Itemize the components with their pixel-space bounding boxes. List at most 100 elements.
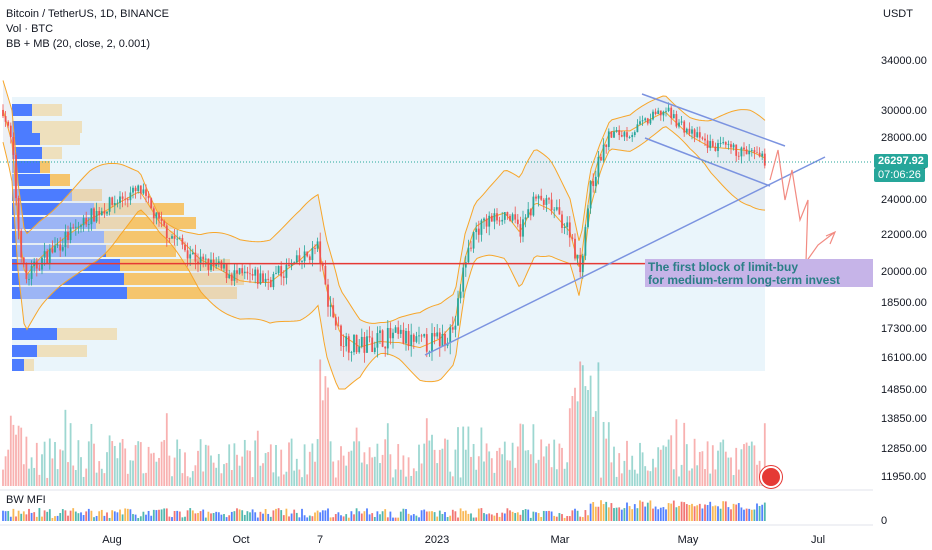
mfi-bar: [587, 515, 589, 521]
volume-bar: [535, 463, 537, 486]
volume-bar: [555, 469, 558, 486]
volume-bar: [524, 450, 527, 486]
candle: [537, 195, 540, 199]
candle: [693, 129, 696, 138]
y-tick-label: 34000.00: [881, 55, 927, 67]
candle: [418, 335, 420, 337]
volume-bar: [186, 476, 189, 486]
x-tick-label: Oct: [232, 534, 249, 546]
volume-bar: [223, 464, 225, 486]
mfi-bar: [524, 509, 527, 521]
volume-bar: [33, 467, 36, 486]
mfi-bar: [485, 514, 488, 521]
mfi-bar: [184, 516, 186, 521]
annotation-box: The first block of limit-buy for medium-…: [645, 259, 873, 287]
candle: [641, 120, 644, 122]
volume-bar: [353, 441, 355, 486]
volume-bar: [527, 450, 530, 486]
candle: [602, 144, 605, 161]
volume-bar: [51, 458, 54, 486]
candle: [56, 244, 59, 246]
flag-icon[interactable]: [760, 466, 782, 488]
mfi-bar: [100, 509, 103, 521]
mfi-bar: [20, 513, 23, 521]
mfi-bar: [90, 510, 93, 521]
candle: [587, 208, 589, 228]
volume-bar: [59, 449, 62, 486]
mfi-bar: [116, 512, 119, 521]
mfi-bar: [511, 511, 514, 521]
volume-bar: [113, 445, 116, 486]
volume-bar: [345, 465, 348, 486]
candle: [54, 245, 56, 253]
mfi-bar: [620, 509, 623, 521]
candle: [82, 218, 85, 226]
candle: [264, 278, 267, 283]
candle: [535, 196, 537, 199]
mfi-bar: [150, 515, 153, 521]
candle: [43, 251, 46, 258]
candle: [327, 284, 329, 307]
mfi-bar: [33, 512, 36, 521]
volume-bar: [433, 449, 436, 486]
mfi-bar: [399, 511, 402, 521]
candle: [306, 251, 309, 257]
volume-bar: [451, 476, 454, 486]
x-tick-label: Jul: [811, 534, 825, 546]
candle: [436, 332, 439, 337]
candle: [373, 347, 376, 352]
volume-bar: [142, 473, 145, 486]
volume-bar: [171, 476, 173, 486]
volume-bar: [701, 451, 704, 486]
volume-bar: [28, 468, 30, 486]
mfi-bar: [168, 516, 171, 521]
mfi-bar: [410, 515, 413, 521]
candle: [233, 270, 236, 281]
candle: [594, 176, 597, 187]
volume-bar: [763, 423, 766, 486]
mfi-bar: [145, 514, 147, 521]
volume-bar: [373, 456, 376, 486]
volume-bar: [626, 440, 628, 486]
volume-bar: [4, 456, 7, 486]
countdown-tag: 07:06:26: [874, 168, 925, 182]
volume-bar: [100, 468, 103, 486]
candle: [355, 334, 358, 353]
volume-bar: [160, 441, 163, 486]
volume-bar: [210, 455, 212, 486]
candle: [659, 110, 662, 116]
volume-bar: [506, 460, 509, 486]
mfi-bar: [165, 508, 168, 521]
volume-bar: [711, 445, 714, 486]
candle: [340, 325, 342, 347]
mfi-bar: [38, 508, 41, 521]
candle: [740, 147, 743, 157]
mfi-bar: [246, 511, 249, 521]
y-tick-label: 11950.00: [881, 471, 926, 483]
candle: [488, 215, 491, 227]
mfi-bar: [480, 508, 483, 521]
x-tick-label: 2023: [425, 534, 449, 546]
volume-bar: [449, 471, 452, 486]
mfi-bar: [475, 517, 478, 521]
vp-bar-blue: [12, 174, 50, 186]
volume-bar: [197, 450, 199, 486]
volume-bar: [610, 462, 613, 486]
volume-bar: [605, 438, 608, 486]
mfi-bar: [516, 512, 519, 521]
volume-bar: [631, 455, 634, 486]
volume-bar: [64, 409, 67, 486]
candle: [220, 261, 223, 269]
candle: [9, 125, 12, 138]
volume-bar: [7, 449, 10, 486]
mfi-bar: [376, 511, 379, 521]
mfi-bar: [137, 517, 140, 521]
candle: [415, 336, 418, 342]
volume-bar: [470, 456, 472, 486]
mfi-bar: [532, 511, 535, 521]
mfi-bar: [319, 512, 322, 521]
volume-bar: [628, 469, 631, 486]
mfi-bar: [672, 500, 675, 521]
volume-bar: [438, 449, 441, 486]
